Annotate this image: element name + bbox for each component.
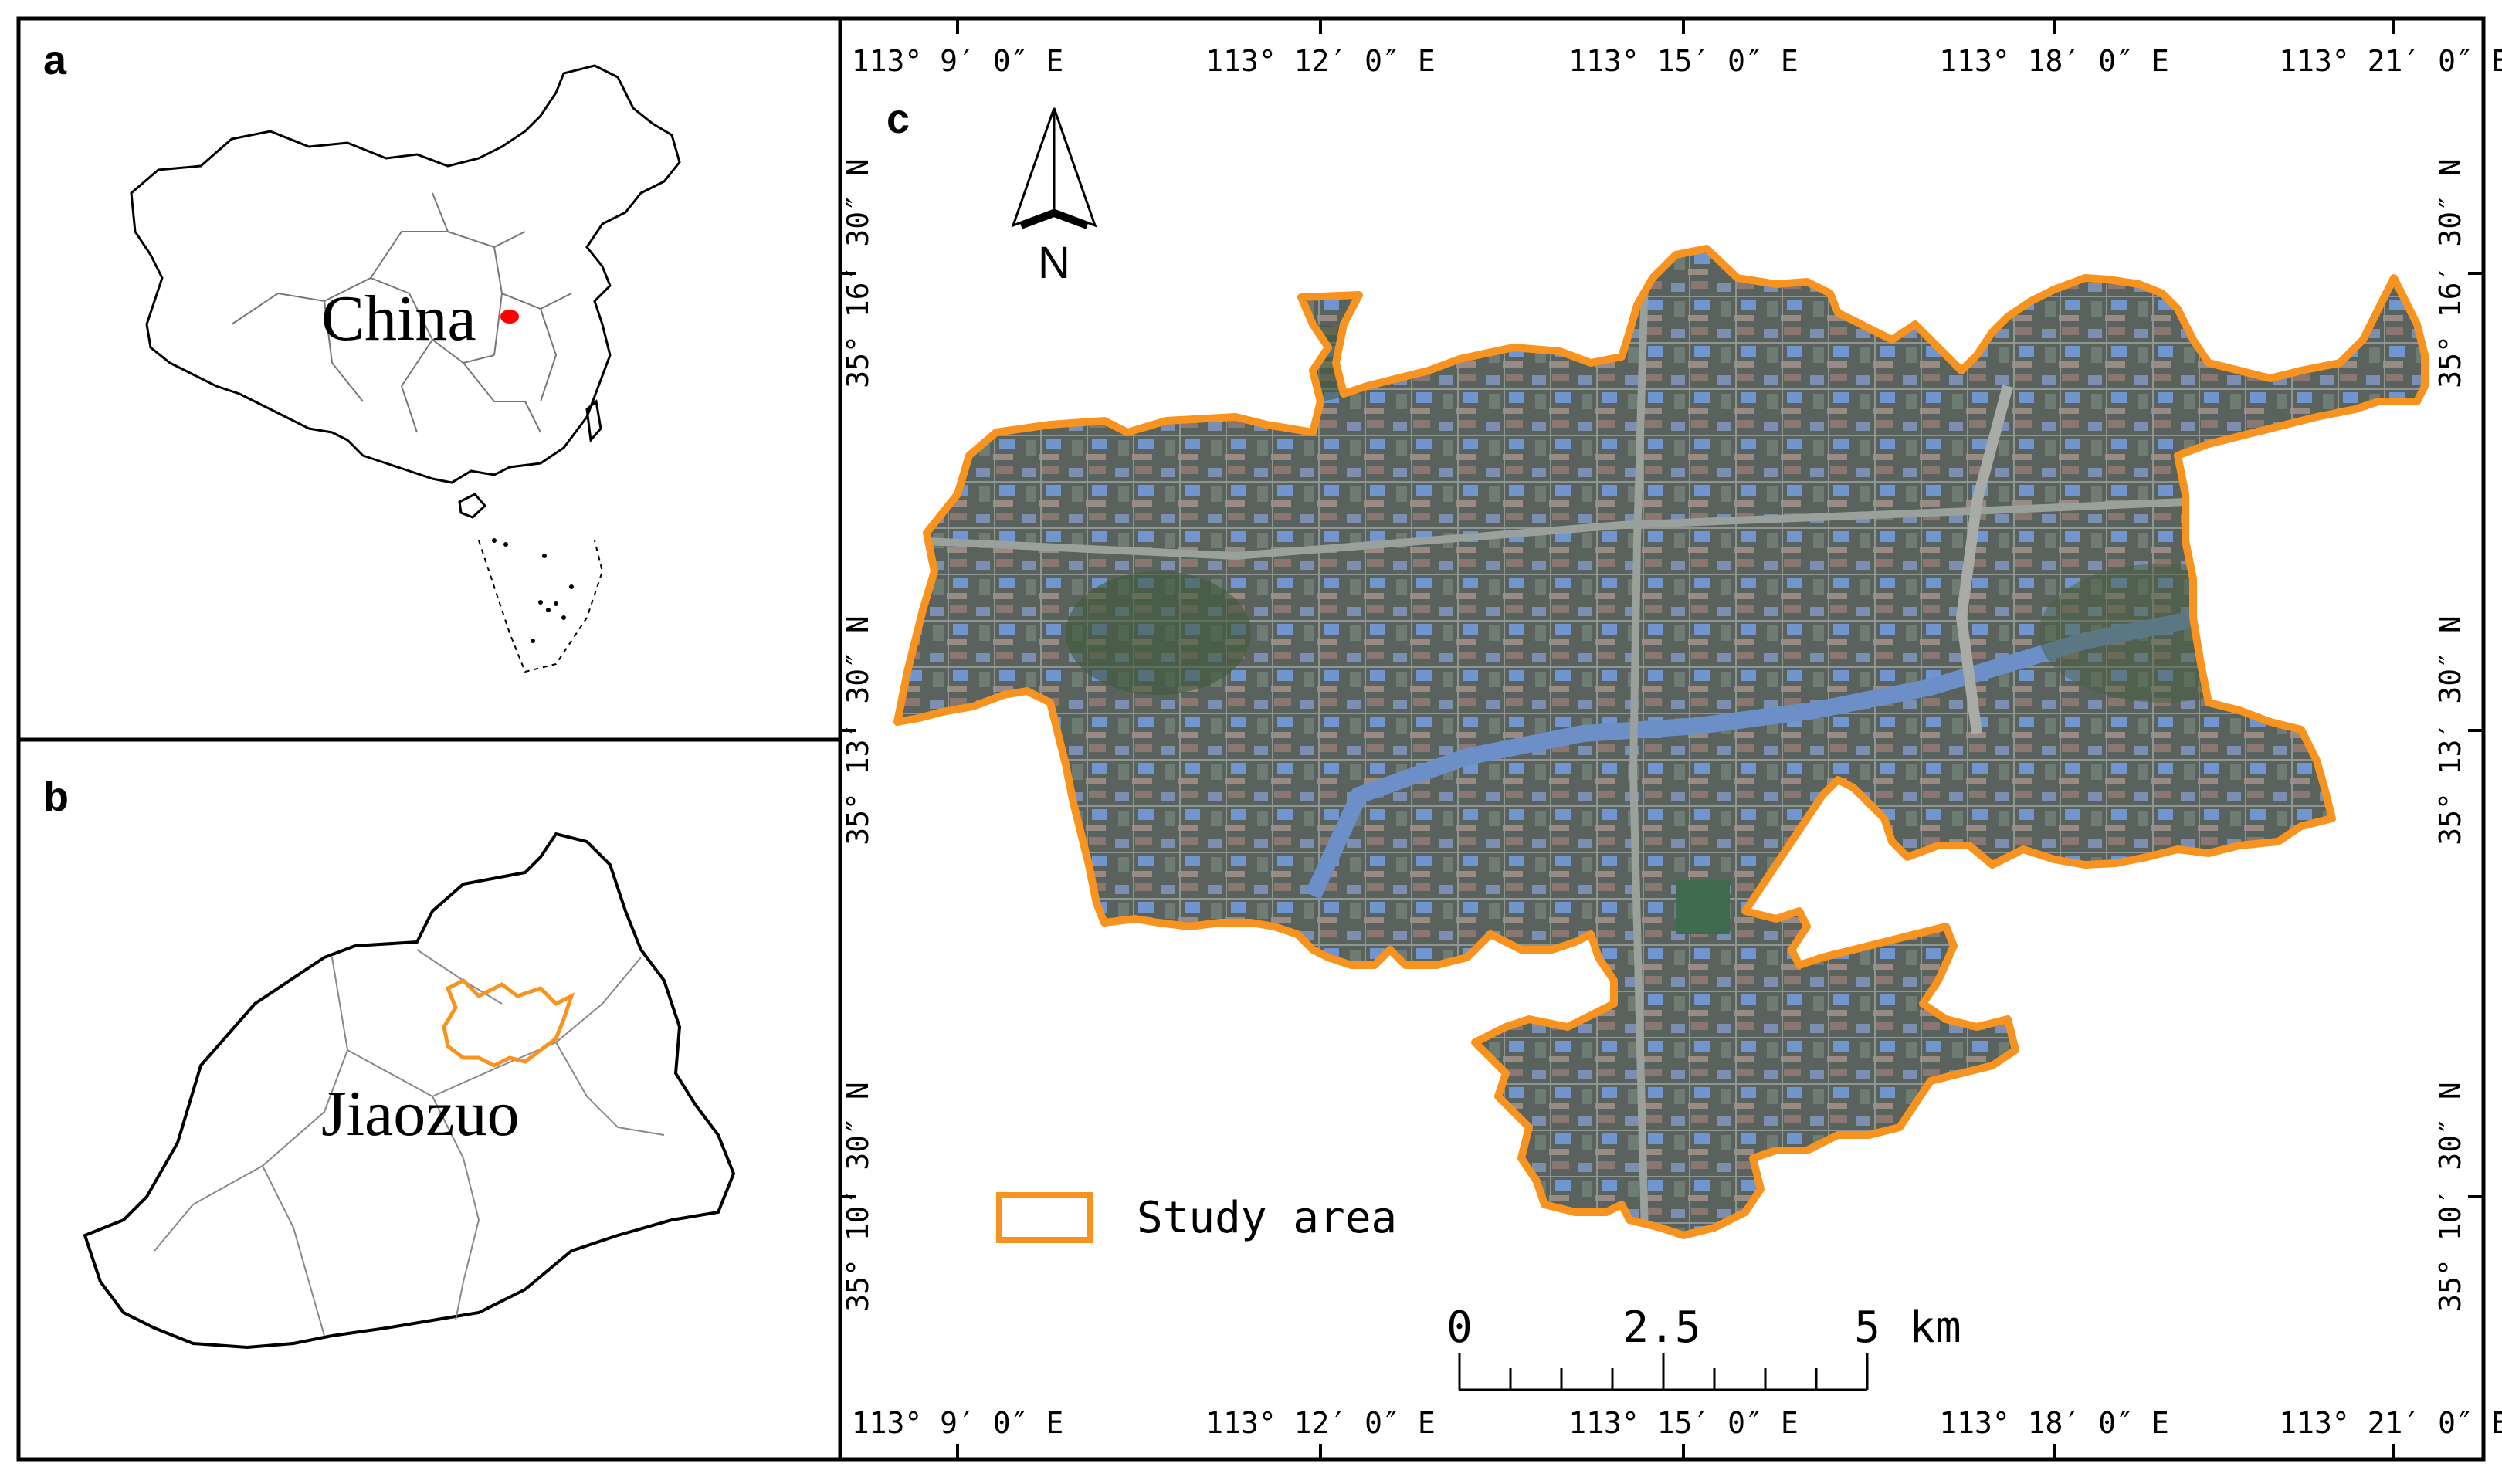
north-arrow-icon	[1011, 107, 1056, 228]
scale-unit: km	[1909, 1303, 1961, 1353]
latitude-label: 35° 16′ 30″ N	[2433, 158, 2467, 388]
legend-swatch	[996, 1192, 1093, 1243]
jiaozuo-study-outline	[442, 977, 575, 1068]
scale-bar: 0 2.5 5 km	[1446, 1303, 1961, 1391]
north-arrow: N	[1011, 107, 1097, 288]
longitude-label: 113° 9′ 0″ E	[852, 1406, 1064, 1440]
panel-b-letter: b	[43, 774, 69, 820]
panel-c-frame	[838, 16, 2486, 1462]
latitude-label: 35° 10′ 30″ N	[2433, 1082, 2467, 1311]
scale-label: 0	[1446, 1303, 1473, 1353]
legend-label: Study area	[1137, 1193, 1397, 1243]
latitude-label: 35° 10′ 30″ N	[841, 1082, 875, 1311]
latitude-labels-right: 35° 16′ 30″ N 35° 13′ 30″ N 35° 10′ 30″ …	[2433, 158, 2467, 1311]
study-area-outline	[893, 245, 2429, 1239]
jiaozuo-location-marker	[500, 310, 519, 324]
longitude-label: 113° 15′ 0″ E	[1568, 1406, 1798, 1440]
longitude-labels-bottom: 113° 9′ 0″ E 113° 12′ 0″ E 113° 15′ 0″ E…	[852, 1406, 2502, 1440]
graticule-ticks	[840, 19, 2483, 1459]
hainan-island	[458, 493, 487, 519]
legend: Study area	[996, 1192, 1397, 1243]
scale-label: 2.5	[1622, 1303, 1700, 1353]
scale-label: 5	[1854, 1303, 1880, 1353]
jiaozuo-outline	[83, 832, 736, 1350]
highway-arc	[1955, 385, 2013, 734]
latitude-label: 35° 13′ 30″ N	[841, 615, 875, 845]
main-road-ns	[1629, 277, 1649, 1235]
green-area-west	[1066, 571, 1251, 695]
taiwan-island	[585, 399, 602, 443]
longitude-label: 113° 21′ 0″ E	[2279, 1406, 2502, 1440]
panel-a-frame	[16, 16, 842, 742]
north-arrow-shade	[1053, 107, 1097, 228]
china-label: China	[321, 283, 476, 354]
north-arrow-letter: N	[1038, 238, 1070, 288]
south-sea-dots	[492, 538, 574, 643]
jiaozuo-map: Jiaozuo	[83, 832, 736, 1350]
latitude-label: 35° 13′ 30″ N	[2433, 615, 2467, 845]
latitude-labels-left: 35° 16′ 30″ N 35° 13′ 30″ N 35° 10′ 30″ …	[841, 158, 875, 1311]
longitude-label: 113° 9′ 0″ E	[852, 44, 1064, 78]
china-provinces	[231, 192, 572, 433]
longitude-label: 113° 12′ 0″ E	[1205, 1406, 1435, 1440]
longitude-label: 113° 18′ 0″ E	[1939, 1406, 2168, 1440]
china-map: China	[130, 64, 681, 673]
longitude-label: 113° 21′ 0″ E	[2279, 44, 2502, 78]
china-outline	[130, 64, 681, 484]
north-arrow-base	[1019, 208, 1089, 229]
south-china-sea-islands	[478, 540, 604, 673]
latitude-label: 35° 16′ 30″ N	[841, 158, 875, 388]
longitude-label: 113° 12′ 0″ E	[1205, 44, 1435, 78]
study-area-imagery-fill	[897, 249, 2425, 1235]
main-road-ew	[910, 490, 2364, 561]
study-area-imagery	[893, 245, 2429, 1239]
scale-bar-ticks	[1458, 1353, 1869, 1391]
longitude-label: 113° 18′ 0″ E	[1939, 44, 2168, 78]
panel-a-letter: a	[43, 37, 67, 83]
green-area-east	[2039, 564, 2286, 703]
jiaozuo-label: Jiaozuo	[321, 1078, 520, 1150]
panel-c-letter: c	[887, 96, 910, 142]
longitude-label: 113° 15′ 0″ E	[1568, 44, 1798, 78]
park	[1676, 880, 1730, 934]
longitude-labels-top: 113° 9′ 0″ E 113° 12′ 0″ E 113° 15′ 0″ E…	[852, 44, 2502, 78]
